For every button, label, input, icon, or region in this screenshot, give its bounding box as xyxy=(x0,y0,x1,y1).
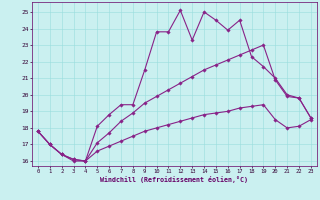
X-axis label: Windchill (Refroidissement éolien,°C): Windchill (Refroidissement éolien,°C) xyxy=(100,176,248,183)
